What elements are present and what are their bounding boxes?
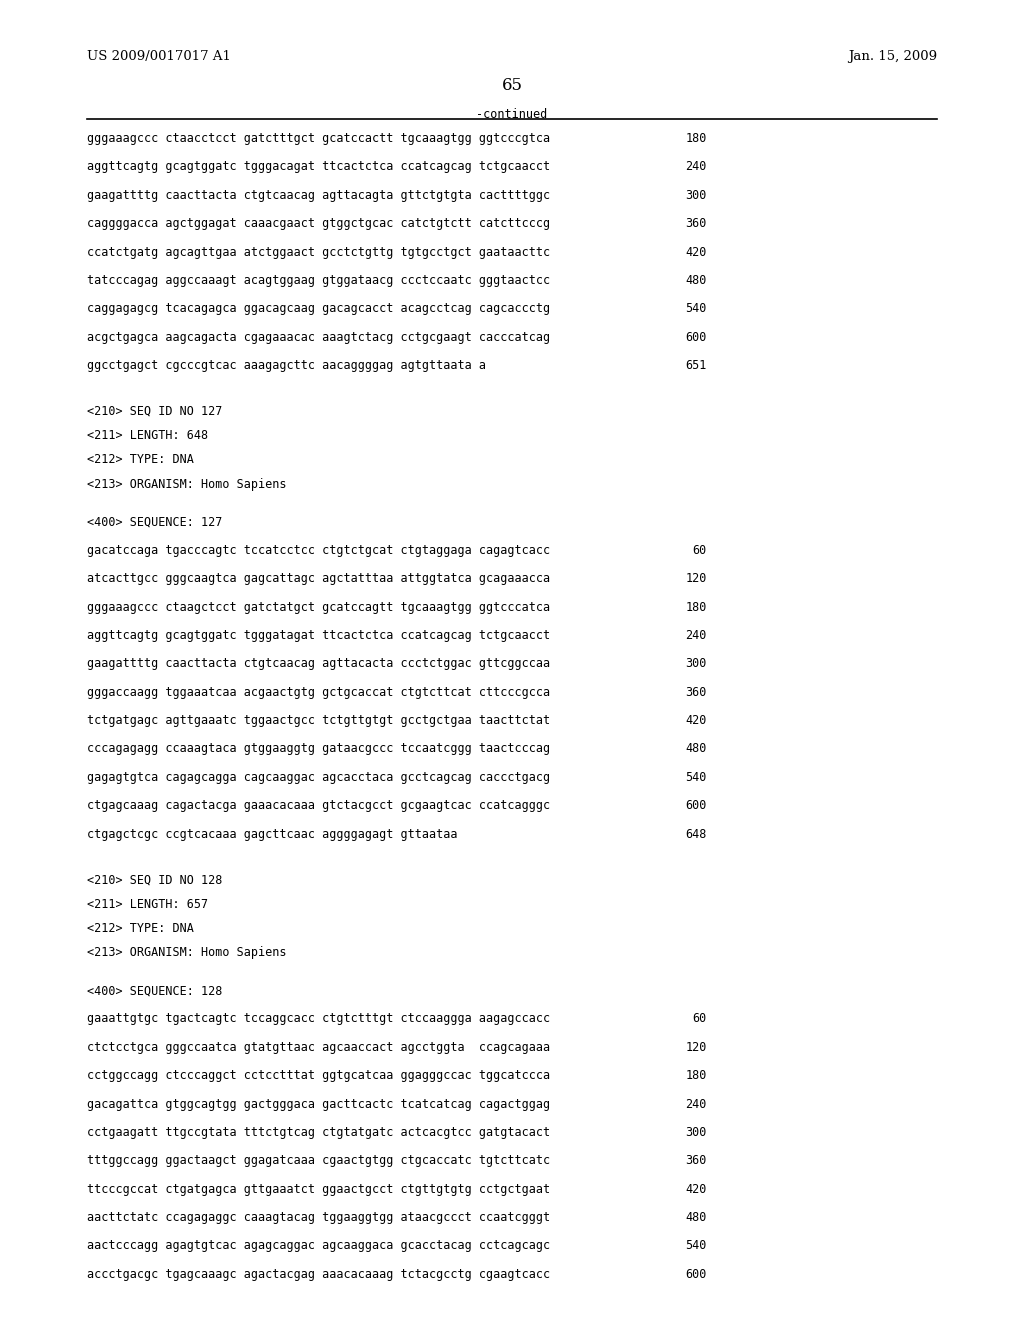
Text: accctgacgc tgagcaaagc agactacgag aaacacaaag tctacgcctg cgaagtcacc: accctgacgc tgagcaaagc agactacgag aaacaca… <box>87 1267 550 1280</box>
Text: 420: 420 <box>685 246 707 259</box>
Text: gacatccaga tgacccagtc tccatcctcc ctgtctgcat ctgtaggaga cagagtcacc: gacatccaga tgacccagtc tccatcctcc ctgtctg… <box>87 544 550 557</box>
Text: gaagattttg caacttacta ctgtcaacag agttacagta gttctgtgta cacttttggc: gaagattttg caacttacta ctgtcaacag agttaca… <box>87 189 550 202</box>
Text: 420: 420 <box>685 1183 707 1196</box>
Text: 240: 240 <box>685 160 707 173</box>
Text: <212> TYPE: DNA: <212> TYPE: DNA <box>87 453 194 466</box>
Text: ctgagcaaag cagactacga gaaacacaaa gtctacgcct gcgaagtcac ccatcagggc: ctgagcaaag cagactacga gaaacacaaa gtctacg… <box>87 799 550 812</box>
Text: 600: 600 <box>685 799 707 812</box>
Text: 600: 600 <box>685 1267 707 1280</box>
Text: cctgaagatt ttgccgtata tttctgtcag ctgtatgatc actcacgtcc gatgtacact: cctgaagatt ttgccgtata tttctgtcag ctgtatg… <box>87 1126 550 1139</box>
Text: <400> SEQUENCE: 127: <400> SEQUENCE: 127 <box>87 515 222 528</box>
Text: acgctgagca aagcagacta cgagaaacac aaagtctacg cctgcgaagt cacccatcag: acgctgagca aagcagacta cgagaaacac aaagtct… <box>87 330 550 343</box>
Text: <213> ORGANISM: Homo Sapiens: <213> ORGANISM: Homo Sapiens <box>87 946 287 960</box>
Text: gggaaagccc ctaagctcct gatctatgct gcatccagtt tgcaaagtgg ggtcccatca: gggaaagccc ctaagctcct gatctatgct gcatcca… <box>87 601 550 614</box>
Text: tatcccagag aggccaaagt acagtggaag gtggataacg ccctccaatc gggtaactcc: tatcccagag aggccaaagt acagtggaag gtggata… <box>87 273 550 286</box>
Text: 480: 480 <box>685 273 707 286</box>
Text: 180: 180 <box>685 1069 707 1082</box>
Text: 540: 540 <box>685 302 707 315</box>
Text: gagagtgtca cagagcagga cagcaaggac agcacctaca gcctcagcag caccctgacg: gagagtgtca cagagcagga cagcaaggac agcacct… <box>87 771 550 784</box>
Text: 240: 240 <box>685 1097 707 1110</box>
Text: gggaaagccc ctaacctcct gatctttgct gcatccactt tgcaaagtgg ggtcccgtca: gggaaagccc ctaacctcct gatctttgct gcatcca… <box>87 132 550 145</box>
Text: cccagagagg ccaaagtaca gtggaaggtg gataacgccc tccaatcggg taactcccag: cccagagagg ccaaagtaca gtggaaggtg gataacg… <box>87 742 550 755</box>
Text: 480: 480 <box>685 742 707 755</box>
Text: gaagattttg caacttacta ctgtcaacag agttacacta ccctctggac gttcggccaa: gaagattttg caacttacta ctgtcaacag agttaca… <box>87 657 550 671</box>
Text: 120: 120 <box>685 572 707 585</box>
Text: tctgatgagc agttgaaatc tggaactgcc tctgttgtgt gcctgctgaa taacttctat: tctgatgagc agttgaaatc tggaactgcc tctgttg… <box>87 714 550 727</box>
Text: US 2009/0017017 A1: US 2009/0017017 A1 <box>87 50 231 63</box>
Text: 300: 300 <box>685 1126 707 1139</box>
Text: <211> LENGTH: 648: <211> LENGTH: 648 <box>87 429 208 442</box>
Text: caggggacca agctggagat caaacgaact gtggctgcac catctgtctt catcttcccg: caggggacca agctggagat caaacgaact gtggctg… <box>87 216 550 230</box>
Text: 120: 120 <box>685 1040 707 1053</box>
Text: <210> SEQ ID NO 128: <210> SEQ ID NO 128 <box>87 873 222 886</box>
Text: 240: 240 <box>685 628 707 642</box>
Text: 360: 360 <box>685 216 707 230</box>
Text: tttggccagg ggactaagct ggagatcaaa cgaactgtgg ctgcaccatc tgtcttcatc: tttggccagg ggactaagct ggagatcaaa cgaactg… <box>87 1154 550 1167</box>
Text: <212> TYPE: DNA: <212> TYPE: DNA <box>87 921 194 935</box>
Text: aggttcagtg gcagtggatc tgggacagat ttcactctca ccatcagcag tctgcaacct: aggttcagtg gcagtggatc tgggacagat ttcactc… <box>87 160 550 173</box>
Text: 60: 60 <box>692 544 707 557</box>
Text: 600: 600 <box>685 330 707 343</box>
Text: Jan. 15, 2009: Jan. 15, 2009 <box>848 50 937 63</box>
Text: 648: 648 <box>685 828 707 841</box>
Text: 360: 360 <box>685 1154 707 1167</box>
Text: -continued: -continued <box>476 108 548 121</box>
Text: 300: 300 <box>685 657 707 671</box>
Text: aggttcagtg gcagtggatc tgggatagat ttcactctca ccatcagcag tctgcaacct: aggttcagtg gcagtggatc tgggatagat ttcactc… <box>87 628 550 642</box>
Text: 65: 65 <box>502 77 522 94</box>
Text: 180: 180 <box>685 132 707 145</box>
Text: 480: 480 <box>685 1210 707 1224</box>
Text: 420: 420 <box>685 714 707 727</box>
Text: <210> SEQ ID NO 127: <210> SEQ ID NO 127 <box>87 404 222 417</box>
Text: aacttctatc ccagagaggc caaagtacag tggaaggtgg ataacgccct ccaatcgggt: aacttctatc ccagagaggc caaagtacag tggaagg… <box>87 1210 550 1224</box>
Text: caggagagcg tcacagagca ggacagcaag gacagcacct acagcctcag cagcaccctg: caggagagcg tcacagagca ggacagcaag gacagca… <box>87 302 550 315</box>
Text: aactcccagg agagtgtcac agagcaggac agcaaggaca gcacctacag cctcagcagc: aactcccagg agagtgtcac agagcaggac agcaagg… <box>87 1239 550 1253</box>
Text: 651: 651 <box>685 359 707 372</box>
Text: ggcctgagct cgcccgtcac aaagagcttc aacaggggag agtgttaata a: ggcctgagct cgcccgtcac aaagagcttc aacaggg… <box>87 359 486 372</box>
Text: 300: 300 <box>685 189 707 202</box>
Text: gggaccaagg tggaaatcaa acgaactgtg gctgcaccat ctgtcttcat cttcccgcca: gggaccaagg tggaaatcaa acgaactgtg gctgcac… <box>87 685 550 698</box>
Text: ctctcctgca gggccaatca gtatgttaac agcaaccact agcctggta  ccagcagaaa: ctctcctgca gggccaatca gtatgttaac agcaacc… <box>87 1040 550 1053</box>
Text: gacagattca gtggcagtgg gactgggaca gacttcactc tcatcatcag cagactggag: gacagattca gtggcagtgg gactgggaca gacttca… <box>87 1097 550 1110</box>
Text: <211> LENGTH: 657: <211> LENGTH: 657 <box>87 898 208 911</box>
Text: <213> ORGANISM: Homo Sapiens: <213> ORGANISM: Homo Sapiens <box>87 478 287 491</box>
Text: 360: 360 <box>685 685 707 698</box>
Text: ccatctgatg agcagttgaa atctggaact gcctctgttg tgtgcctgct gaataacttc: ccatctgatg agcagttgaa atctggaact gcctctg… <box>87 246 550 259</box>
Text: gaaattgtgc tgactcagtc tccaggcacc ctgtctttgt ctccaaggga aagagccacc: gaaattgtgc tgactcagtc tccaggcacc ctgtctt… <box>87 1012 550 1026</box>
Text: ttcccgccat ctgatgagca gttgaaatct ggaactgcct ctgttgtgtg cctgctgaat: ttcccgccat ctgatgagca gttgaaatct ggaactg… <box>87 1183 550 1196</box>
Text: 60: 60 <box>692 1012 707 1026</box>
Text: cctggccagg ctcccaggct cctcctttat ggtgcatcaa ggagggccac tggcatccca: cctggccagg ctcccaggct cctcctttat ggtgcat… <box>87 1069 550 1082</box>
Text: <400> SEQUENCE: 128: <400> SEQUENCE: 128 <box>87 983 222 997</box>
Text: ctgagctcgc ccgtcacaaa gagcttcaac aggggagagt gttaataa: ctgagctcgc ccgtcacaaa gagcttcaac aggggag… <box>87 828 458 841</box>
Text: atcacttgcc gggcaagtca gagcattagc agctatttaa attggtatca gcagaaacca: atcacttgcc gggcaagtca gagcattagc agctatt… <box>87 572 550 585</box>
Text: 180: 180 <box>685 601 707 614</box>
Text: 540: 540 <box>685 1239 707 1253</box>
Text: 540: 540 <box>685 771 707 784</box>
